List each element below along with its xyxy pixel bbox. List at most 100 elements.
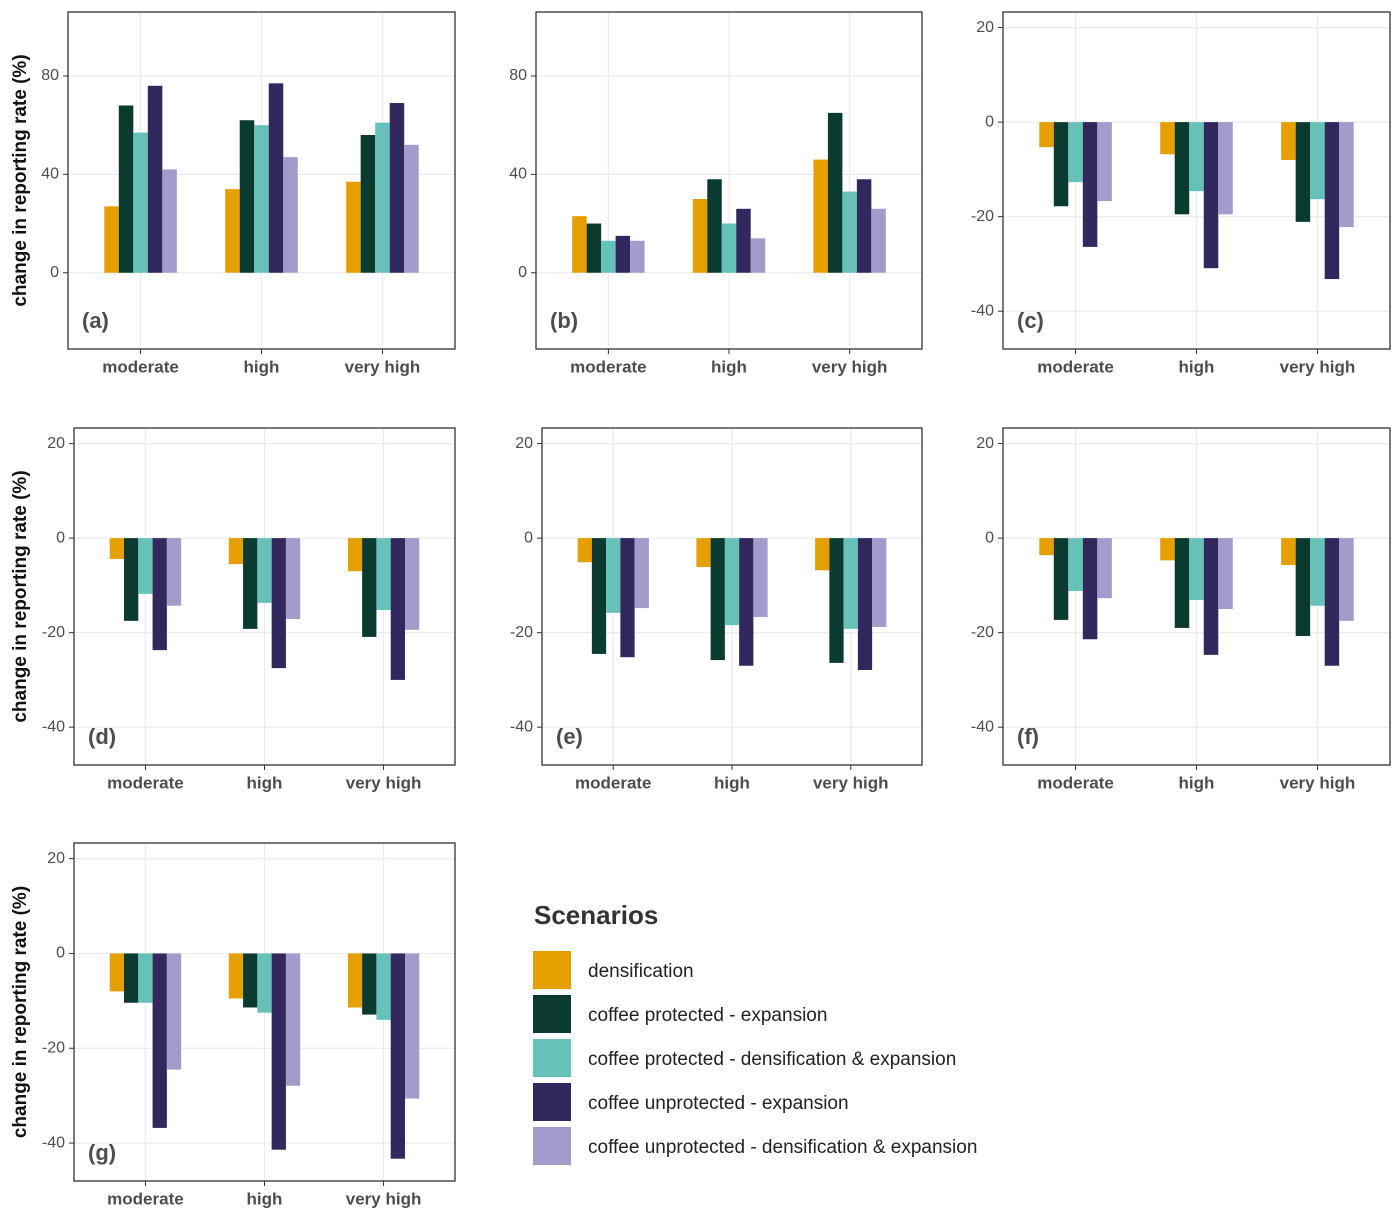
bar (133, 133, 148, 273)
bar (257, 953, 271, 1012)
x-tick-label: very high (346, 1189, 422, 1208)
panel-label: (a) (82, 308, 109, 333)
x-tick-label: high (247, 773, 283, 792)
bar (572, 216, 586, 273)
bar (348, 953, 362, 1007)
bar (1175, 122, 1190, 214)
bar (153, 953, 167, 1127)
bar (722, 224, 736, 273)
bar (269, 83, 284, 272)
y-tick-label: -20 (42, 624, 65, 641)
bar (693, 199, 707, 273)
bar (167, 538, 181, 606)
legend-label: coffee protected - expansion (588, 1005, 827, 1026)
bar (1218, 538, 1233, 609)
legend-swatch (533, 951, 571, 989)
y-tick-label: 20 (515, 435, 533, 452)
bar (362, 538, 376, 637)
bar (871, 209, 885, 273)
y-tick-label: 20 (976, 435, 994, 452)
x-tick-label: moderate (107, 1189, 184, 1208)
bar (254, 125, 269, 273)
y-tick-label: -40 (42, 1134, 65, 1151)
bar (391, 538, 405, 680)
bar (616, 236, 630, 273)
bar (630, 241, 644, 273)
bar (1054, 538, 1069, 620)
x-tick-label: very high (1280, 773, 1356, 792)
bar (813, 160, 827, 273)
bar (1054, 122, 1069, 206)
bar (361, 135, 376, 273)
bar (243, 538, 257, 629)
bar (1204, 122, 1219, 268)
bar (1097, 538, 1112, 598)
x-tick-label: high (247, 1189, 283, 1208)
bar (815, 538, 829, 570)
bar (286, 538, 300, 619)
y-tick-label: 80 (509, 67, 527, 84)
bar (1325, 122, 1340, 279)
bar (1083, 538, 1098, 639)
y-tick-label: -40 (42, 718, 65, 735)
bar (829, 538, 843, 663)
y-tick-label: 0 (518, 264, 527, 281)
bar (707, 179, 721, 272)
bar (828, 113, 842, 273)
y-tick-label: -20 (971, 208, 994, 225)
bar (110, 953, 124, 991)
bar (858, 538, 872, 670)
x-tick-label: moderate (1037, 357, 1114, 376)
bar (725, 538, 739, 625)
y-tick-label: 0 (56, 945, 65, 962)
y-tick-label: -40 (971, 302, 994, 319)
y-tick-label: -20 (42, 1039, 65, 1056)
bar (1068, 538, 1083, 591)
x-tick-label: very high (812, 357, 888, 376)
bar (842, 192, 856, 273)
bar (104, 206, 119, 272)
legend-label: densification (588, 961, 694, 982)
bar (124, 538, 138, 621)
bar (272, 538, 286, 668)
bar (601, 241, 615, 273)
panel-label: (c) (1017, 308, 1044, 333)
bar (753, 538, 767, 617)
bar (857, 179, 871, 272)
y-tick-label: 20 (47, 435, 65, 452)
bar (1039, 538, 1054, 555)
y-tick-label: -20 (510, 624, 533, 641)
bar (1281, 538, 1296, 565)
bar (1068, 122, 1083, 182)
legend-label: coffee unprotected - expansion (588, 1093, 849, 1114)
x-tick-label: high (1179, 357, 1215, 376)
y-tick-label: 0 (50, 264, 59, 281)
x-tick-label: very high (813, 773, 889, 792)
bar (1175, 538, 1190, 628)
bar (362, 953, 376, 1014)
legend-swatch (533, 1127, 571, 1165)
panel-label: (f) (1017, 724, 1039, 749)
bar (148, 86, 163, 273)
x-tick-label: moderate (570, 357, 647, 376)
x-tick-label: moderate (1037, 773, 1114, 792)
bar (1039, 122, 1054, 147)
legend-swatch (533, 1039, 571, 1077)
bar (696, 538, 710, 567)
bar (606, 538, 620, 613)
panel-label: (e) (556, 724, 583, 749)
bar (844, 538, 858, 629)
bar (739, 538, 753, 666)
bar (138, 538, 152, 594)
bar (391, 953, 405, 1158)
y-tick-label: -40 (971, 718, 994, 735)
x-tick-label: moderate (102, 357, 179, 376)
bar (257, 538, 271, 603)
bar (1083, 122, 1098, 247)
bar (162, 169, 177, 272)
y-axis-label: change in reporting rate (%) (10, 886, 31, 1138)
x-tick-label: very high (345, 357, 421, 376)
bar (1310, 122, 1325, 199)
x-tick-label: very high (1280, 357, 1356, 376)
bar (578, 538, 592, 562)
